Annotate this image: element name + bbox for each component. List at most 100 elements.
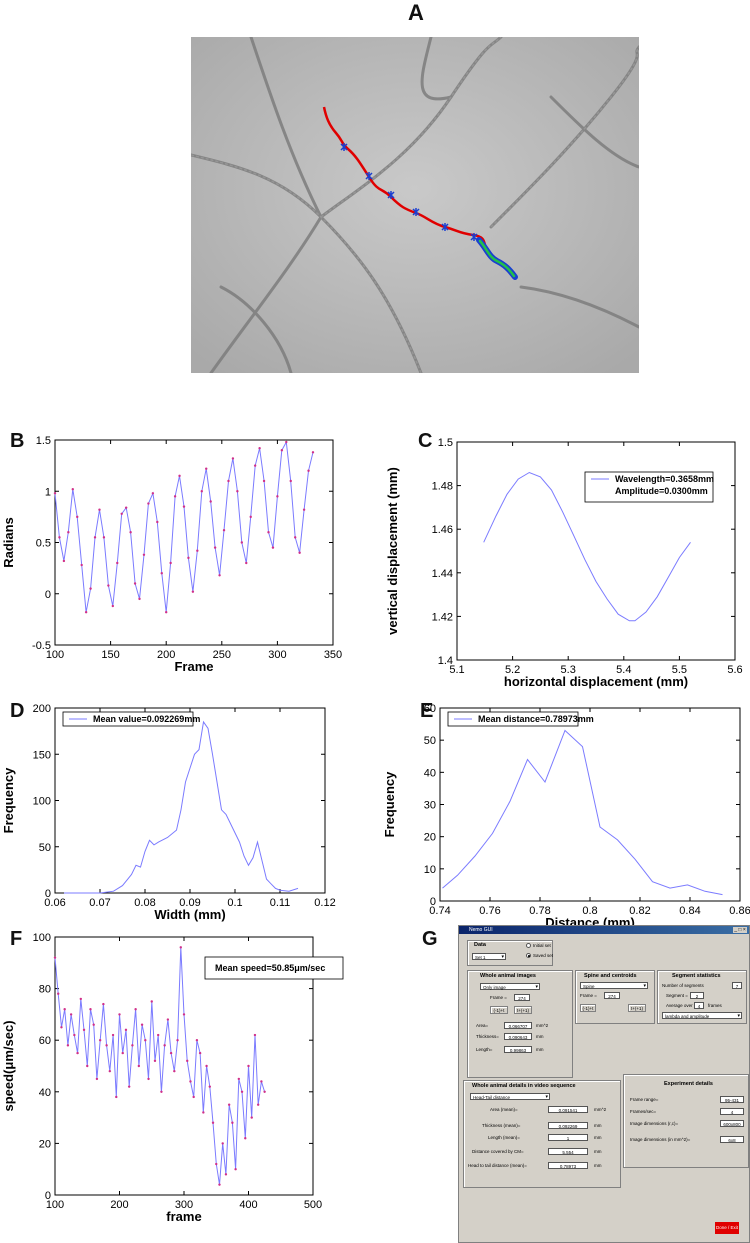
x-tick-label: 5.2 bbox=[505, 664, 520, 676]
y-tick-label: 0 bbox=[45, 589, 51, 601]
legend-box bbox=[447, 711, 579, 727]
chart-head-tail-histogram: 0.74 0.76 0.78 0.8 0.82 0.84 0.86 0 10 20 30 40 50 60… bbox=[382, 703, 750, 930]
data-point bbox=[249, 515, 252, 519]
data-point bbox=[231, 457, 235, 460]
data-point bbox=[211, 1121, 215, 1124]
area-unit: mm^2 bbox=[536, 1023, 549, 1028]
x-tick-label: 300 bbox=[268, 649, 286, 661]
legend-label: Mean distance=0.78973mm bbox=[478, 714, 594, 724]
x-tick-label: 0.8 bbox=[582, 905, 597, 917]
series-line bbox=[442, 729, 723, 896]
frame-field[interactable]: 274 bbox=[514, 994, 530, 1001]
data-point bbox=[131, 1044, 134, 1047]
y-tick-label: 1.4 bbox=[438, 655, 453, 667]
legend-label: Mean speed=50.85μm/sec bbox=[215, 963, 325, 973]
segment-stat-select[interactable]: lambda and amplitude bbox=[662, 1012, 742, 1020]
prev-frame-button[interactable]: (-1)+t bbox=[490, 1006, 508, 1014]
data-point bbox=[63, 1008, 66, 1011]
y-tick-label: 1.46 bbox=[432, 524, 453, 536]
whole-animal-images-group: Whole animal images Only image Frame = 2… bbox=[467, 970, 573, 1078]
num-segments-field[interactable]: 7 bbox=[732, 982, 742, 989]
mean-thickness-field: 0.092269 bbox=[548, 1122, 588, 1129]
cm-distance-field: 5.554 bbox=[548, 1148, 588, 1155]
video-title: Whole animal details in video sequence bbox=[472, 1083, 576, 1089]
x-tick-label: 500 bbox=[304, 1199, 322, 1211]
x-tick-label: 0.74 bbox=[429, 905, 450, 917]
spine-frame-field[interactable]: 274 bbox=[604, 992, 620, 999]
length-label: Length= bbox=[476, 1047, 493, 1052]
data-point bbox=[289, 479, 292, 483]
y-tick-label: 50 bbox=[39, 842, 51, 854]
data-point bbox=[58, 536, 61, 539]
x-tick-label: 100 bbox=[46, 1199, 64, 1211]
video-select[interactable]: Head-Tail distance bbox=[470, 1093, 550, 1101]
data-point bbox=[127, 1085, 131, 1088]
x-tick-label: 400 bbox=[239, 1199, 257, 1211]
spine-select[interactable]: Spine bbox=[580, 982, 648, 990]
data-point bbox=[147, 1077, 150, 1081]
image-select[interactable]: Only image bbox=[480, 983, 540, 991]
data-point bbox=[253, 464, 257, 467]
data-point bbox=[182, 505, 186, 508]
chart-angle-vs-frame: 100 150 200 250 300 350 -0.5 0 0.5 1 1.5 Frame Radia… bbox=[1, 435, 342, 674]
data-point bbox=[95, 1077, 99, 1081]
y-tick-label: 30 bbox=[424, 800, 436, 812]
data-point bbox=[222, 529, 226, 532]
data-point bbox=[62, 559, 66, 563]
area-field: 0.066707 bbox=[504, 1022, 532, 1029]
y-tick-label: 20 bbox=[39, 1138, 51, 1150]
data-point bbox=[307, 469, 310, 472]
data-point bbox=[205, 1064, 208, 1068]
data-point bbox=[156, 520, 159, 524]
frame-label: Frame = bbox=[490, 995, 507, 1000]
data-point bbox=[140, 1023, 144, 1026]
y-tick-label: 1.5 bbox=[438, 437, 453, 449]
data-point bbox=[153, 1059, 157, 1063]
y-tick-label: -0.5 bbox=[32, 640, 51, 652]
radio-saved-set[interactable] bbox=[526, 953, 531, 958]
average-field[interactable]: 4 bbox=[694, 1002, 704, 1009]
x-tick-label: 100 bbox=[46, 649, 64, 661]
data-point bbox=[250, 1116, 253, 1119]
panel-label-e: E bbox=[420, 700, 434, 722]
data-point bbox=[108, 1069, 112, 1073]
data-point bbox=[192, 1095, 195, 1099]
average-unit: frames bbox=[708, 1003, 722, 1008]
data-point bbox=[93, 536, 97, 539]
data-point bbox=[191, 590, 195, 593]
data-point bbox=[205, 467, 208, 470]
radio-initial-set[interactable] bbox=[526, 943, 531, 948]
fps-label: Frames/sec= bbox=[630, 1109, 657, 1114]
segment-field[interactable]: 2 bbox=[690, 992, 704, 999]
data-point bbox=[179, 946, 182, 949]
mean-length-field: 1 bbox=[548, 1134, 588, 1141]
data-point bbox=[311, 451, 315, 454]
data-point bbox=[53, 956, 57, 959]
y-tick-label: 40 bbox=[39, 1087, 51, 1099]
data-point bbox=[176, 1039, 179, 1042]
panel-label-f: F bbox=[10, 928, 23, 950]
x-axis-label: Width (mm) bbox=[154, 907, 225, 922]
chart-width-histogram: 0.06 0.07 0.08 0.09 0.1 0.11 0.12 0 50 100 150 200 W… bbox=[1, 703, 336, 922]
spine-next-button[interactable]: t+(+1) bbox=[628, 1004, 646, 1012]
spine-title: Spine and centroids bbox=[584, 973, 637, 979]
chart-spine-shape: 5.1 5.2 5.3 5.4 5.5 5.6 1.4 1.42 1.44 1.46 1.48 1.5… bbox=[385, 437, 743, 689]
image-dim-label: Image dimensions (r,c)= bbox=[630, 1121, 679, 1126]
data-point bbox=[271, 546, 275, 549]
whole-animal-images-title: Whole animal images bbox=[480, 973, 536, 979]
set-select[interactable]: Set 1 bbox=[472, 953, 506, 961]
next-frame-button[interactable]: t+(+1) bbox=[514, 1006, 532, 1014]
done-button[interactable]: Done / Exit bbox=[715, 1222, 739, 1234]
data-point bbox=[240, 541, 244, 544]
y-tick-label: 0.5 bbox=[36, 538, 51, 550]
window-controls[interactable]: _ □ × bbox=[733, 927, 747, 933]
data-point bbox=[107, 584, 110, 587]
y-tick-label: 1.42 bbox=[432, 611, 453, 623]
panel-label-c: C bbox=[418, 430, 433, 452]
data-point bbox=[215, 1162, 218, 1166]
spine-prev-button[interactable]: (-1)+t bbox=[580, 1004, 596, 1012]
y-axis-label: Frequency bbox=[1, 767, 16, 834]
experiment-details-group: Experiment details Frame range= 95-431 F… bbox=[623, 1074, 749, 1168]
data-point bbox=[102, 1002, 105, 1006]
data-point bbox=[160, 572, 163, 575]
